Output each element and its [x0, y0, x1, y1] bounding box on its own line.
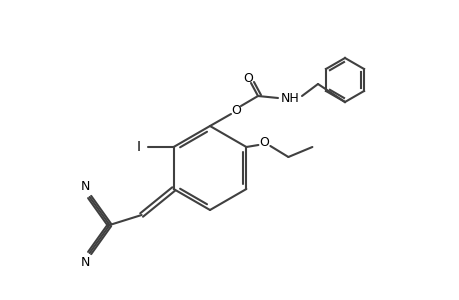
- Text: N: N: [81, 256, 90, 269]
- Text: I: I: [136, 140, 140, 154]
- Text: O: O: [259, 136, 269, 149]
- Text: O: O: [230, 103, 241, 116]
- Text: O: O: [242, 71, 252, 85]
- Text: NH: NH: [280, 92, 299, 104]
- Text: N: N: [81, 181, 90, 194]
